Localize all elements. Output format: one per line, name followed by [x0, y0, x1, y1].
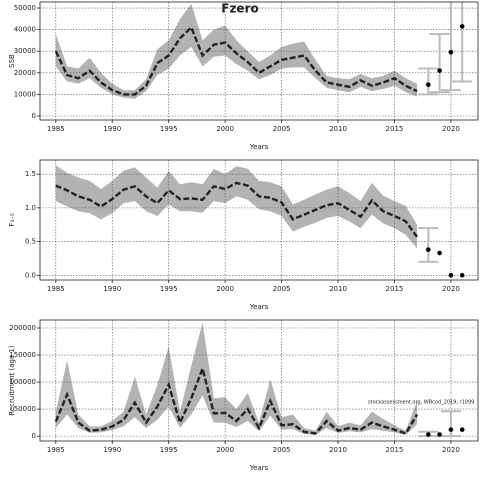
- y-tick-label: 50000: [14, 4, 36, 12]
- y-axis-label: F₃₋₅: [8, 213, 16, 227]
- data-line: [54, 25, 418, 96]
- x-axis-label: Years: [249, 303, 269, 311]
- forecast-point: [448, 272, 454, 278]
- x-tick-label: 2000: [216, 446, 234, 454]
- x-tick-label: 1990: [103, 446, 121, 454]
- forecast-point: [459, 272, 465, 278]
- plot-frame: [39, 1, 479, 121]
- chart-title: Fzero: [221, 2, 258, 16]
- forecast-point: [459, 24, 465, 29]
- forecast-point: [437, 250, 442, 256]
- x-tick-label: 2005: [273, 125, 291, 133]
- data-line: [54, 364, 419, 435]
- x-tick-label: 2005: [273, 285, 291, 293]
- x-axis-label: Years: [249, 464, 269, 472]
- x-tick-label: 1995: [160, 285, 178, 293]
- x-tick-label: 1985: [47, 285, 65, 293]
- y-tick-label: 0: [32, 112, 36, 120]
- x-axis-label: Years: [249, 143, 269, 151]
- x-tick-label: 2000: [216, 125, 234, 133]
- y-tick-label: 50000: [14, 405, 36, 413]
- plot-area: stockassessment.org, WBcod_2019, r1099: [40, 320, 478, 441]
- confidence-band: [55, 165, 418, 249]
- x-tick-label: 2020: [442, 125, 460, 133]
- forecast-point: [426, 82, 431, 87]
- y-tick-label: 200000: [9, 324, 36, 332]
- confidence-band: [55, 322, 418, 436]
- x-tick-label: 1995: [160, 125, 178, 133]
- y-axis-label: SSB: [8, 54, 16, 68]
- y-tick-label: 0: [32, 432, 36, 440]
- x-tick-label: 2010: [329, 125, 347, 133]
- y-tick-label: 30000: [14, 47, 36, 55]
- x-tick-label: 1985: [47, 125, 65, 133]
- y-tick-label: 10000: [14, 90, 36, 98]
- x-tick-label: 1995: [160, 446, 178, 454]
- y-tick-label: 0.5: [25, 238, 36, 246]
- forecast-point: [426, 432, 431, 437]
- annotation: stockassessment.org, WBcod_2019, r1099: [368, 400, 474, 406]
- x-tick-label: 2015: [386, 285, 404, 293]
- y-tick-label: 1.0: [25, 204, 36, 212]
- data-line: [55, 181, 419, 238]
- x-tick-label: 2005: [273, 446, 291, 454]
- forecast-point: [426, 247, 431, 252]
- forecast-point: [459, 427, 465, 432]
- forecast-point: [437, 432, 442, 437]
- y-tick-label: 0.0: [25, 271, 36, 279]
- plot-frame: [39, 159, 479, 281]
- x-tick-label: 1985: [47, 446, 65, 454]
- forecast-point: [448, 50, 454, 55]
- y-tick-label: 150000: [9, 351, 36, 359]
- x-tick-label: 2015: [386, 125, 404, 133]
- y-axis-label: Recruitment (age 1): [8, 345, 16, 416]
- plot-frame: [39, 319, 479, 442]
- x-tick-label: 2010: [329, 446, 347, 454]
- forecast-point: [437, 68, 442, 73]
- x-tick-label: 2015: [386, 446, 404, 454]
- y-tick-label: 1.5: [25, 170, 36, 178]
- x-tick-label: 2000: [216, 285, 234, 293]
- y-tick-label: 100000: [9, 378, 36, 386]
- x-tick-label: 2020: [442, 285, 460, 293]
- x-tick-label: 1990: [103, 125, 121, 133]
- x-tick-label: 2010: [329, 285, 347, 293]
- plot-area: [40, 2, 478, 120]
- x-tick-label: 2020: [442, 446, 460, 454]
- y-tick-label: 40000: [14, 26, 36, 34]
- x-tick-label: 1990: [103, 285, 121, 293]
- plot-area: [40, 160, 478, 280]
- forecast-point: [448, 427, 454, 432]
- y-tick-label: 20000: [14, 69, 36, 77]
